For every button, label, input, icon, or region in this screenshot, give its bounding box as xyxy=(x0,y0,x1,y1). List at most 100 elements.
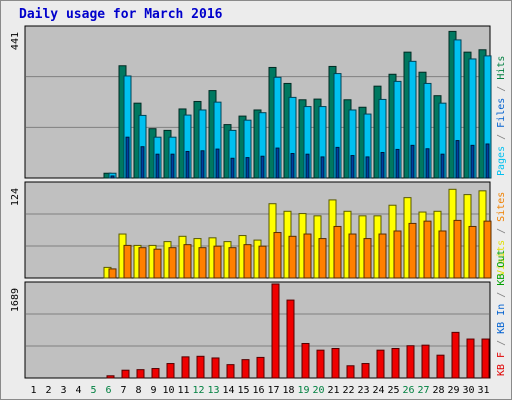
bar-requests-pages-6 xyxy=(110,175,115,179)
x-tick-18: 18 xyxy=(282,385,294,396)
bar-requests-pages-22 xyxy=(350,155,355,179)
x-tick-30: 30 xyxy=(462,385,474,396)
x-tick-10: 10 xyxy=(162,385,174,396)
x-tick-16: 16 xyxy=(252,385,264,396)
bar-visits-sites-11 xyxy=(183,244,192,279)
bar-visits-sites-25 xyxy=(393,230,402,279)
bar-kbytes-kb-f-18 xyxy=(286,299,295,379)
legend-entry: / xyxy=(496,334,507,352)
y-max-label-requests: 441 xyxy=(10,32,21,50)
bar-kbytes-kb-f-12 xyxy=(196,355,205,379)
bar-requests-pages-13 xyxy=(215,148,220,179)
legend-entry: KB In xyxy=(496,304,507,334)
bar-visits-sites-27 xyxy=(423,220,432,279)
bar-requests-pages-20 xyxy=(320,156,325,179)
legend-entry: KB Out xyxy=(496,250,507,286)
bar-kbytes-kb-f-26 xyxy=(406,345,415,379)
bar-requests-pages-9 xyxy=(155,153,160,179)
bar-requests-pages-24 xyxy=(380,151,385,179)
bar-visits-sites-12 xyxy=(198,247,207,279)
x-tick-7: 7 xyxy=(120,385,126,396)
legend-entry: Sites xyxy=(496,192,507,222)
x-tick-17: 17 xyxy=(267,385,279,396)
bar-visits-sites-13 xyxy=(213,245,222,279)
bar-requests-pages-25 xyxy=(395,148,400,179)
bar-kbytes-kb-f-20 xyxy=(316,349,325,379)
bar-kbytes-kb-f-28 xyxy=(436,354,445,379)
bar-visits-sites-19 xyxy=(303,233,312,279)
y-max-label-kbytes: 1689 xyxy=(10,288,21,312)
bar-kbytes-kb-f-13 xyxy=(211,357,220,379)
bar-kbytes-kb-f-31 xyxy=(481,338,490,379)
bar-visits-sites-29 xyxy=(453,219,462,279)
bar-kbytes-kb-f-15 xyxy=(241,359,250,379)
x-tick-19: 19 xyxy=(297,385,309,396)
bar-visits-sites-30 xyxy=(468,225,477,279)
x-tick-8: 8 xyxy=(135,385,141,396)
x-tick-31: 31 xyxy=(477,385,489,396)
x-tick-9: 9 xyxy=(150,385,156,396)
bar-kbytes-kb-f-9 xyxy=(151,368,160,379)
bar-visits-sites-14 xyxy=(228,247,237,279)
bar-kbytes-kb-f-29 xyxy=(451,331,460,379)
x-tick-13: 13 xyxy=(207,385,219,396)
bar-visits-sites-23 xyxy=(363,238,372,279)
bar-visits-sites-28 xyxy=(438,230,447,279)
bar-requests-pages-15 xyxy=(245,157,250,179)
bar-requests-pages-11 xyxy=(185,150,190,179)
bar-requests-pages-23 xyxy=(365,156,370,179)
chart-title: Daily usage for March 2016 xyxy=(19,7,223,22)
legend-entry: Pages xyxy=(496,146,507,176)
legend-visits: Visits / Sites xyxy=(496,192,507,276)
x-tick-24: 24 xyxy=(372,385,384,396)
bar-visits-sites-9 xyxy=(153,248,162,279)
bar-requests-pages-12 xyxy=(200,150,205,179)
bar-visits-sites-6 xyxy=(108,268,117,279)
bar-kbytes-kb-f-8 xyxy=(136,369,145,379)
bar-kbytes-kb-f-30 xyxy=(466,338,475,379)
x-tick-27: 27 xyxy=(417,385,429,396)
bar-kbytes-kb-f-22 xyxy=(346,365,355,379)
x-tick-3: 3 xyxy=(60,385,66,396)
bar-visits-sites-17 xyxy=(273,232,282,279)
x-tick-22: 22 xyxy=(342,385,354,396)
x-tick-1: 1 xyxy=(30,385,36,396)
legend-entry: KB F xyxy=(496,352,507,376)
x-tick-21: 21 xyxy=(327,385,339,396)
bar-visits-sites-24 xyxy=(378,233,387,279)
bar-visits-sites-8 xyxy=(138,247,147,279)
bar-kbytes-kb-f-27 xyxy=(421,344,430,379)
legend-entry: Hits xyxy=(496,56,507,80)
x-tick-2: 2 xyxy=(45,385,51,396)
x-tick-5: 5 xyxy=(90,385,96,396)
bar-kbytes-kb-f-24 xyxy=(376,349,385,379)
bar-kbytes-kb-f-10 xyxy=(166,363,175,379)
x-tick-25: 25 xyxy=(387,385,399,396)
bar-requests-pages-16 xyxy=(260,155,265,179)
legend-entry: / xyxy=(496,222,507,240)
bar-kbytes-kb-f-23 xyxy=(361,363,370,379)
bar-visits-sites-15 xyxy=(243,244,252,279)
bar-kbytes-kb-f-21 xyxy=(331,348,340,379)
bar-visits-sites-21 xyxy=(333,225,342,279)
bar-visits-sites-20 xyxy=(318,238,327,279)
bar-requests-pages-17 xyxy=(275,147,280,179)
bar-kbytes-kb-f-16 xyxy=(256,356,265,379)
legend-entry: Visits xyxy=(496,240,507,276)
bar-requests-pages-8 xyxy=(140,146,145,179)
bar-requests-pages-26 xyxy=(410,144,415,179)
legend-entry: / xyxy=(496,80,507,98)
x-tick-29: 29 xyxy=(447,385,459,396)
x-tick-11: 11 xyxy=(177,385,189,396)
bar-requests-pages-7 xyxy=(125,136,130,179)
x-tick-15: 15 xyxy=(237,385,249,396)
x-tick-28: 28 xyxy=(432,385,444,396)
bar-kbytes-kb-f-19 xyxy=(301,342,310,379)
bar-requests-pages-31 xyxy=(485,143,490,179)
y-max-label-visits: 124 xyxy=(10,188,21,206)
x-tick-20: 20 xyxy=(312,385,324,396)
bar-visits-sites-7 xyxy=(123,244,132,279)
bar-requests-pages-21 xyxy=(335,146,340,179)
